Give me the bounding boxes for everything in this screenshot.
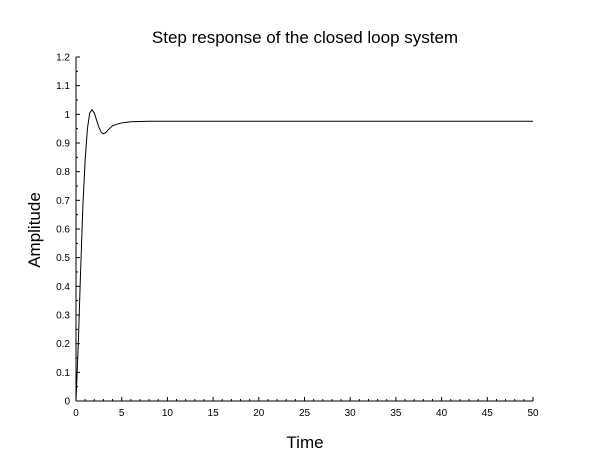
y-tick-label: 1: [64, 110, 70, 121]
x-tick-label: 0: [73, 408, 79, 419]
y-tick-label: 0.1: [56, 368, 70, 379]
x-axis-label: Time: [286, 433, 323, 452]
y-tick-label: 0.2: [56, 339, 70, 350]
series-group: [75, 108, 533, 402]
y-tick-label: 1.2: [56, 53, 70, 64]
x-tick-label: 15: [208, 408, 220, 419]
x-tick-label: 25: [299, 408, 311, 419]
y-axis-label: Amplitude: [25, 192, 44, 268]
x-tick-label: 45: [482, 408, 494, 419]
y-tick-label: 0.7: [56, 196, 70, 207]
x-tick-label: 30: [345, 408, 357, 419]
y-tick-label: 0: [64, 397, 70, 408]
ticks: 0 5 10 15 20 25 30 35 40 45 50 0 0.1 0.2 0.3 0.4 0.5 0.6 0…: [56, 53, 539, 420]
y-tick-label: 0.9: [56, 139, 70, 150]
y-tick-label: 0.8: [56, 167, 70, 178]
x-tick-label: 10: [162, 408, 174, 419]
series-line-step-response: [75, 108, 533, 402]
y-tick-label: 0.3: [56, 311, 70, 322]
y-tick-label: 0.5: [56, 253, 70, 264]
x-tick-label: 40: [436, 408, 448, 419]
y-tick-label: 1.1: [56, 81, 70, 92]
x-tick-label: 20: [253, 408, 265, 419]
y-tick-label: 0.6: [56, 225, 70, 236]
x-tick-label: 5: [119, 408, 125, 419]
x-tick-label: 35: [390, 408, 402, 419]
axes: [75, 57, 533, 402]
y-tick-label: 0.4: [56, 282, 70, 293]
x-tick-label: 50: [527, 408, 539, 419]
chart-title: Step response of the closed loop system: [152, 28, 458, 47]
